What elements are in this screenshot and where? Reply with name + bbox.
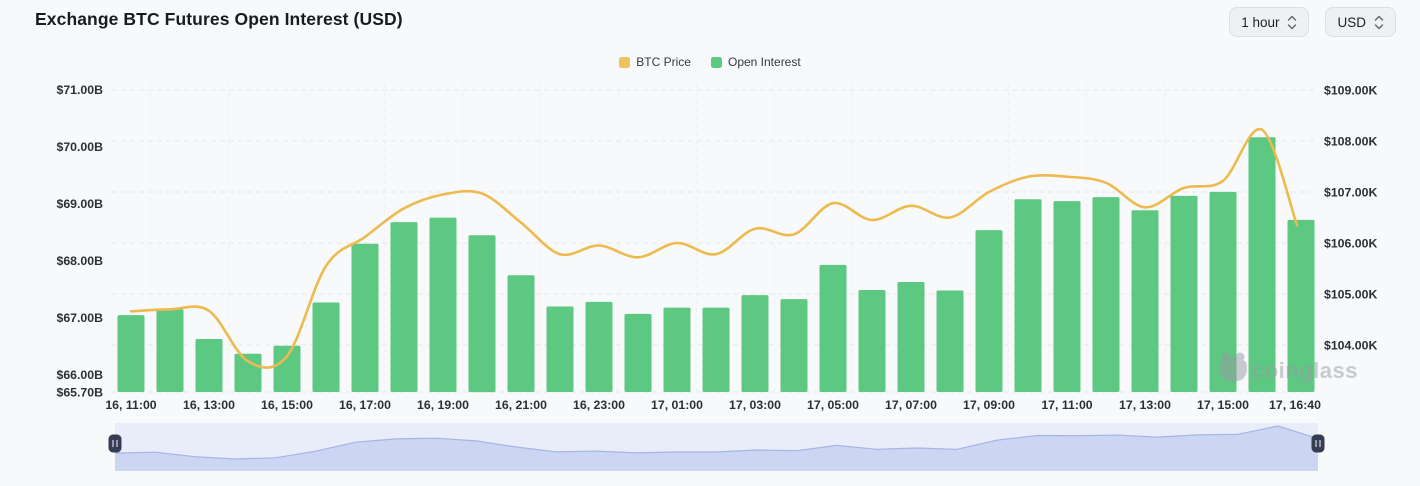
oi-bar[interactable]: [468, 235, 496, 393]
oi-bar[interactable]: [351, 243, 379, 392]
oi-bar[interactable]: [1170, 195, 1198, 392]
right-axis-tick: $107.00K: [1324, 185, 1377, 199]
legend-item-btc-price[interactable]: BTC Price: [619, 55, 691, 69]
oi-bar[interactable]: [897, 282, 925, 392]
open-interest-swatch: [710, 56, 722, 68]
navigator-right-handle[interactable]: [1311, 434, 1325, 453]
updown-chevron-icon: [1288, 15, 1297, 29]
oi-bar[interactable]: [390, 222, 418, 392]
page-title: Exchange BTC Futures Open Interest (USD): [35, 9, 403, 29]
legend-label: Open Interest: [727, 55, 801, 69]
left-axis-tick: $69.00B: [57, 197, 104, 211]
open-interest-bars: [117, 137, 1315, 393]
navigator-left-handle[interactable]: [108, 434, 122, 453]
oi-bar[interactable]: [624, 313, 652, 392]
svg-text:coinglass: coinglass: [1252, 358, 1358, 383]
btc-price-swatch: [619, 56, 631, 68]
left-axis-tick: $71.00B: [57, 83, 104, 97]
x-axis-tick: 16, 13:00: [183, 398, 235, 412]
oi-bar[interactable]: [1248, 137, 1276, 392]
currency-value: USD: [1337, 14, 1366, 30]
right-axis-tick: $104.00K: [1324, 338, 1377, 352]
oi-bar[interactable]: [741, 295, 769, 392]
x-axis-tick: 17, 11:00: [1041, 398, 1092, 412]
right-axis-tick: $106.00K: [1324, 236, 1377, 250]
interval-value: 1 hour: [1241, 14, 1280, 30]
right-axis-tick: $108.00K: [1324, 134, 1377, 148]
navigator-area: [115, 426, 1318, 471]
coinglass-watermark: coinglass: [1219, 352, 1358, 383]
x-axis-tick: 17, 05:00: [807, 398, 859, 412]
oi-bar[interactable]: [780, 299, 808, 392]
oi-bar[interactable]: [1053, 201, 1081, 392]
updown-chevron-icon: [1374, 15, 1384, 29]
x-axis-tick: 16, 17:00: [339, 398, 391, 412]
oi-bar[interactable]: [156, 309, 184, 392]
oi-bar[interactable]: [234, 353, 262, 392]
oi-bar[interactable]: [1092, 197, 1120, 392]
x-axis-tick: 17, 16:40: [1269, 398, 1321, 412]
oi-bar[interactable]: [1014, 199, 1042, 392]
oi-bar[interactable]: [273, 345, 301, 392]
oi-bar[interactable]: [819, 264, 847, 392]
right-axis-tick: $109.00K: [1324, 83, 1377, 97]
x-axis-tick: 17, 03:00: [729, 398, 781, 412]
header: Exchange BTC Futures Open Interest (USD)…: [0, 0, 1420, 40]
left-axis-tick: $67.00B: [57, 311, 104, 325]
left-axis-tick: $65.70B: [57, 385, 104, 399]
oi-bar[interactable]: [312, 302, 340, 393]
left-axis-tick: $70.00B: [57, 140, 104, 154]
chart-controls: 1 hour USD: [1229, 7, 1396, 37]
oi-bar[interactable]: [585, 301, 613, 392]
oi-bar[interactable]: [936, 290, 964, 393]
oi-bar[interactable]: [1131, 210, 1159, 392]
x-axis-tick: 16, 15:00: [261, 398, 313, 412]
left-axis-tick: $68.00B: [57, 254, 104, 268]
oi-bar[interactable]: [195, 339, 223, 392]
right-axis-tick: $105.00K: [1324, 287, 1377, 301]
oi-bar[interactable]: [702, 307, 730, 392]
chart-legend: BTC Price Open Interest: [0, 55, 1420, 69]
interval-select[interactable]: 1 hour: [1229, 7, 1310, 37]
x-axis-tick: 17, 15:00: [1197, 398, 1249, 412]
currency-select[interactable]: USD: [1325, 7, 1396, 37]
x-axis-tick: 17, 07:00: [885, 398, 937, 412]
oi-bar[interactable]: [1287, 219, 1315, 392]
oi-bar[interactable]: [858, 290, 886, 392]
x-axis-tick: 17, 01:00: [651, 398, 703, 412]
oi-bar[interactable]: [507, 275, 535, 392]
oi-bar[interactable]: [117, 315, 145, 392]
x-axis-tick: 16, 11:00: [105, 398, 156, 412]
legend-item-open-interest[interactable]: Open Interest: [710, 55, 801, 69]
x-axis-tick: 16, 19:00: [417, 398, 469, 412]
x-axis-tick: 16, 23:00: [573, 398, 625, 412]
btc-price-line: [129, 127, 1299, 369]
oi-bar[interactable]: [663, 307, 691, 392]
x-axis-tick: 16, 21:00: [495, 398, 547, 412]
x-axis-tick: 17, 13:00: [1119, 398, 1171, 412]
left-axis-tick: $66.00B: [57, 368, 104, 382]
oi-bar[interactable]: [546, 306, 574, 393]
oi-bar[interactable]: [975, 230, 1003, 392]
navigator-outline: [114, 425, 1319, 460]
oi-bar[interactable]: [1209, 191, 1237, 392]
x-axis-tick: 17, 09:00: [963, 398, 1015, 412]
legend-label: BTC Price: [636, 55, 691, 69]
oi-bar[interactable]: [429, 217, 457, 392]
